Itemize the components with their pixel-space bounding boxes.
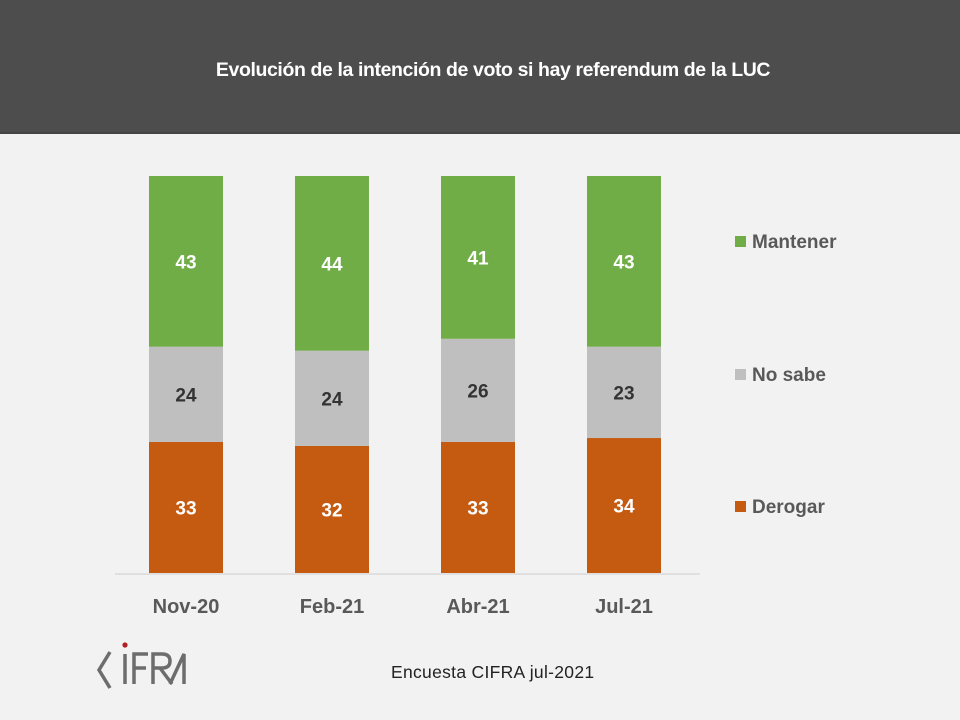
data-label-derogar: 34 (613, 497, 635, 518)
legend-item-derogar: Derogar (735, 497, 825, 518)
category-labels: Nov-20 Feb-21 Abr-21 Jul-21 (153, 596, 653, 618)
category-label: Nov-20 (153, 596, 220, 618)
bar-segment-mantener (587, 176, 661, 347)
bar-segment-derogar (149, 441, 223, 573)
logo-dot-icon (122, 642, 128, 648)
header-banner: Evolución de la intención de voto si hay… (0, 0, 960, 134)
legend-swatch (735, 501, 746, 512)
source-caption: Encuesta CIFRA jul-2021 (391, 662, 595, 682)
bar-segment-no-sabe (295, 350, 369, 446)
data-label-derogar: 33 (175, 498, 196, 519)
legend-label: Mantener (752, 232, 837, 253)
data-label-no-sabe: 24 (321, 389, 343, 410)
data-label-no-sabe: 24 (175, 385, 197, 406)
bar-segment-derogar (587, 438, 661, 573)
category-label: Abr-21 (446, 596, 509, 618)
legend-label: No sabe (752, 365, 826, 386)
data-label-no-sabe: 23 (613, 383, 634, 404)
data-label-derogar: 33 (467, 498, 488, 519)
bar-segment-no-sabe (149, 346, 223, 442)
logo-chevron-icon (96, 651, 112, 689)
legend-item-no-sabe: No sabe (735, 365, 826, 386)
category-label: Jul-21 (595, 596, 653, 618)
data-label-mantener: 43 (175, 252, 196, 273)
data-label-mantener: 44 (321, 254, 343, 275)
data-label-mantener: 43 (613, 252, 634, 273)
legend: Mantener No sabe Derogar (735, 232, 837, 518)
data-label-no-sabe: 26 (467, 381, 488, 402)
legend-item-mantener: Mantener (735, 232, 837, 253)
bar-segment-no-sabe (441, 338, 515, 442)
legend-swatch (735, 236, 746, 247)
legend-swatch (735, 369, 746, 380)
bar-segment-mantener (295, 176, 369, 351)
data-label-mantener: 41 (467, 248, 489, 269)
bar-segment-mantener (149, 176, 223, 347)
bars-layer: 33 24 43 32 24 44 33 26 41 34 23 43 (149, 176, 661, 573)
bar-segment-derogar (295, 445, 369, 573)
data-label-derogar: 32 (321, 500, 342, 521)
legend-label: Derogar (752, 497, 825, 518)
bar-segment-derogar (441, 441, 515, 573)
category-label: Feb-21 (300, 596, 364, 618)
bar-segment-no-sabe (587, 346, 661, 439)
chart-title: Evolución de la intención de voto si hay… (215, 59, 771, 81)
cifra-logo (96, 642, 186, 689)
bar-segment-mantener (441, 176, 515, 339)
